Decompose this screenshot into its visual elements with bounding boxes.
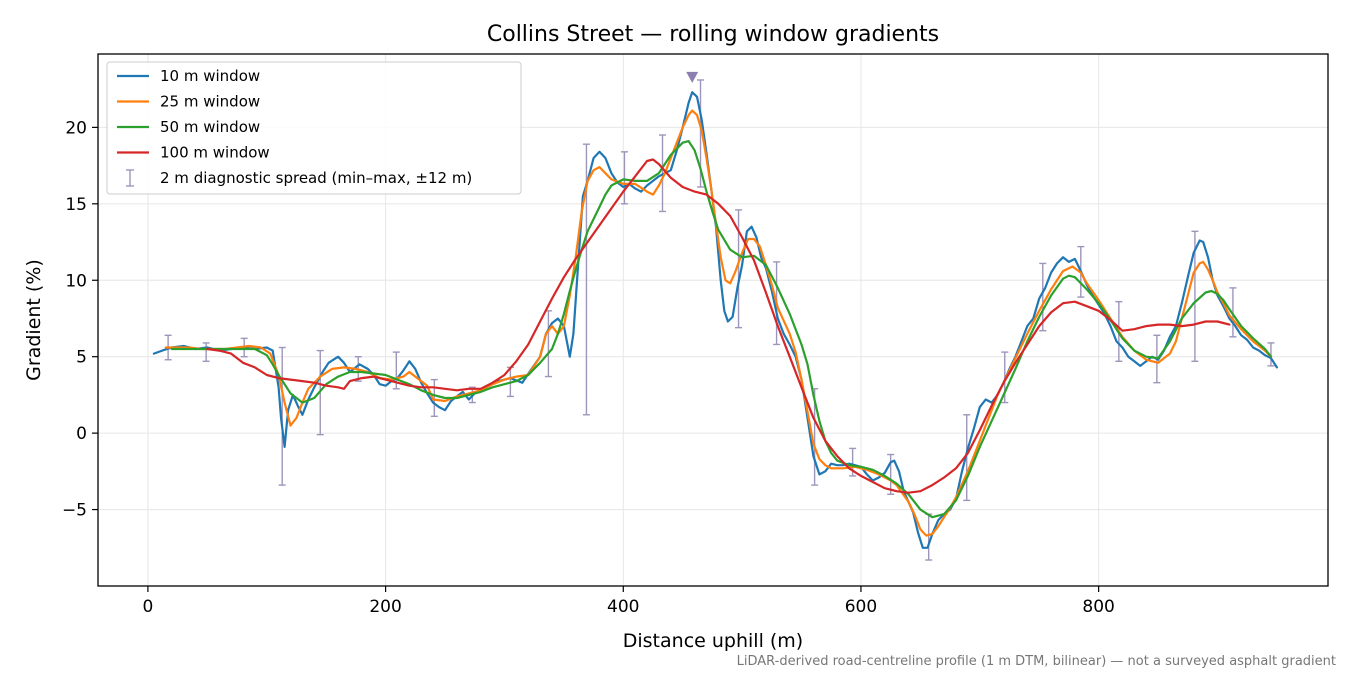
chart-title: Collins Street — rolling window gradient… xyxy=(487,22,939,47)
y-tick-label: 5 xyxy=(76,348,87,368)
diagnostic-errorbar xyxy=(963,414,971,502)
x-tick-label: 200 xyxy=(369,597,401,617)
y-tick-label: 10 xyxy=(65,271,87,291)
diagnostic-errorbar xyxy=(1267,342,1275,367)
series-line-100-m-window xyxy=(206,158,1231,494)
diagnostic-errorbar xyxy=(430,378,438,418)
plot-frame xyxy=(97,53,1329,587)
legend: 10 m window 25 m window 50 m window 100 m w… xyxy=(106,61,522,195)
x-axis-label: Distance uphill (m) xyxy=(623,630,803,652)
x-axis-ticks: 0 200 400 600 800 xyxy=(142,586,1115,617)
diagnostic-errorbar xyxy=(1191,230,1199,362)
series-line-50-m-window xyxy=(170,140,1273,519)
x-tick-label: 600 xyxy=(845,597,877,617)
legend-label: 25 m window xyxy=(160,93,260,111)
footnote: LiDAR-derived road-centreline profile (1… xyxy=(737,654,1336,669)
diagnostic-errorbar xyxy=(1039,262,1047,332)
x-tick-label: 800 xyxy=(1082,597,1114,617)
diagnostic-errorbar xyxy=(278,346,286,486)
legend-label: 10 m window xyxy=(160,67,260,85)
diagnostic-errorbar xyxy=(1229,287,1237,338)
y-axis-label: Gradient (%) xyxy=(23,259,45,381)
legend-label: 50 m window xyxy=(160,118,260,136)
x-tick-label: 0 xyxy=(142,597,153,617)
legend-box xyxy=(106,61,522,195)
y-axis-ticks: −5 0 5 10 15 20 xyxy=(62,118,98,521)
peak-marker-group xyxy=(686,71,699,83)
y-tick-label: 20 xyxy=(65,118,87,138)
peak-marker xyxy=(686,71,699,83)
legend-label: 100 m window xyxy=(160,144,270,162)
y-tick-label: 15 xyxy=(65,195,87,215)
diagnostic-errorbar xyxy=(202,342,210,362)
diagnostic-errorbar xyxy=(620,151,628,205)
x-tick-label: 400 xyxy=(607,597,639,617)
y-tick-label: 0 xyxy=(76,424,87,444)
y-tick-label: −5 xyxy=(62,501,87,521)
legend-swatch-errorbar xyxy=(126,169,134,187)
legend-label: 2 m diagnostic spread (min–max, ±12 m) xyxy=(160,169,472,187)
series-lines xyxy=(152,91,1278,549)
